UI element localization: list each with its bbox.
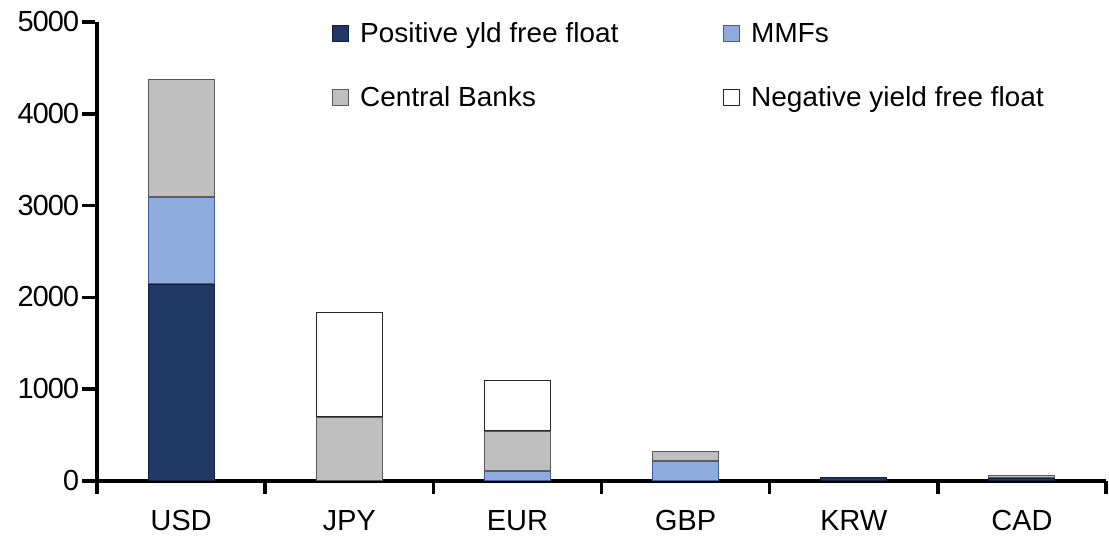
y-axis-tick-label: 4000 [17, 97, 79, 130]
legend-swatch-icon [332, 24, 349, 42]
x-category-label: USD [150, 505, 212, 537]
y-axis-tick-label: 0 [62, 465, 79, 497]
bar-segment [147, 79, 215, 198]
legend-label: Central Banks [360, 81, 536, 112]
legend-item: Negative yield free float [723, 81, 1044, 113]
x-axis-tick [95, 481, 99, 494]
x-axis-tick [936, 481, 940, 494]
bar-usd [147, 79, 215, 481]
x-category-label: CAD [991, 505, 1053, 537]
legend-swatch-icon [723, 88, 740, 106]
legend-item: Positive yld free float [332, 17, 618, 49]
y-axis-tick [82, 295, 95, 300]
legend-item: MMFs [723, 17, 829, 49]
y-axis-tick [82, 479, 95, 483]
legend-label: Negative yield free float [751, 81, 1044, 112]
bar-segment [820, 477, 888, 481]
y-axis-tick-label: 1000 [17, 373, 79, 406]
bar-segment [652, 460, 720, 481]
x-category-label: KRW [820, 505, 888, 537]
x-axis-tick [263, 481, 267, 494]
bar-segment [652, 451, 720, 461]
bar-segment [988, 478, 1056, 481]
y-axis-tick [82, 387, 95, 391]
x-axis-tick [767, 481, 772, 494]
bar-jpy [315, 311, 383, 481]
x-category-label: JPY [322, 505, 376, 537]
legend-label: MMFs [751, 17, 829, 48]
bar-cad [988, 475, 1056, 481]
bar-segment [483, 379, 551, 432]
x-category-label: EUR [486, 505, 548, 537]
bar-segment [483, 431, 551, 471]
y-axis-tick-label: 5000 [17, 6, 79, 38]
bar-segment [315, 417, 383, 481]
y-axis-tick [82, 203, 95, 208]
y-axis-tick-label: 2000 [17, 281, 79, 314]
x-axis-tick [1104, 481, 1108, 494]
legend-swatch-icon [723, 24, 740, 42]
y-axis-tick [82, 112, 95, 116]
y-axis-tick-label: 3000 [17, 189, 79, 222]
legend-label: Positive yld free float [360, 17, 619, 48]
x-axis-tick [431, 481, 436, 494]
bar-eur [483, 379, 551, 481]
bar-segment [988, 475, 1056, 479]
x-axis-tick [599, 481, 604, 494]
legend-swatch-icon [332, 88, 349, 106]
bar-krw [820, 477, 888, 481]
bar-segment [483, 470, 551, 481]
bar-segment [147, 197, 215, 284]
bar-segment [147, 283, 215, 481]
bar-gbp [652, 451, 720, 481]
y-axis-tick [82, 20, 95, 24]
x-category-label: GBP [654, 505, 717, 537]
y-axis-line [95, 22, 99, 494]
bar-segment [315, 311, 383, 418]
legend-item: Central Banks [332, 81, 536, 113]
